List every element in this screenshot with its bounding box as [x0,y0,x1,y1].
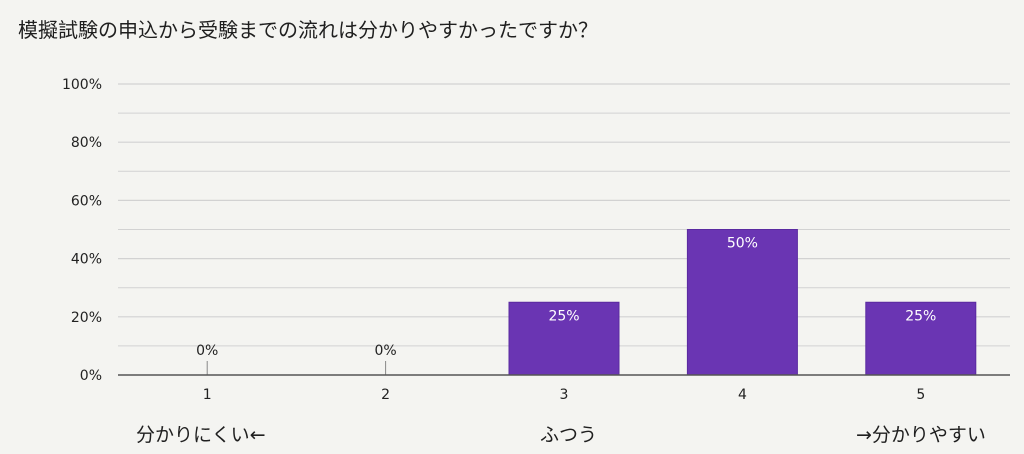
x-tick-label: 4 [738,387,747,403]
data-label: 0% [374,343,396,359]
y-tick-label: 100% [62,77,102,93]
data-label: 25% [548,308,579,324]
chart-title: 模擬試験の申込から受験までの流れは分かりやすかったですか？ [18,18,598,42]
scale-label-high: →分かりやすい [856,424,986,446]
y-tick-label: 60% [71,193,102,209]
x-tick-label: 2 [381,387,390,403]
y-tick-label: 20% [71,310,102,326]
data-label: 0% [196,343,218,359]
y-tick-label: 40% [71,252,102,268]
data-label: 25% [905,308,936,324]
data-label: 50% [727,236,758,252]
y-tick-label: 0% [80,368,102,384]
scale-label-low: 分かりにくい← [136,424,266,446]
x-tick-label: 5 [916,387,925,403]
scale-label-mid: ふつう [540,424,598,446]
bar [508,301,620,376]
bar [686,229,798,376]
bar [865,301,977,376]
y-tick-label: 80% [71,135,102,151]
x-tick-label: 1 [203,387,212,403]
x-tick-label: 3 [560,387,569,403]
